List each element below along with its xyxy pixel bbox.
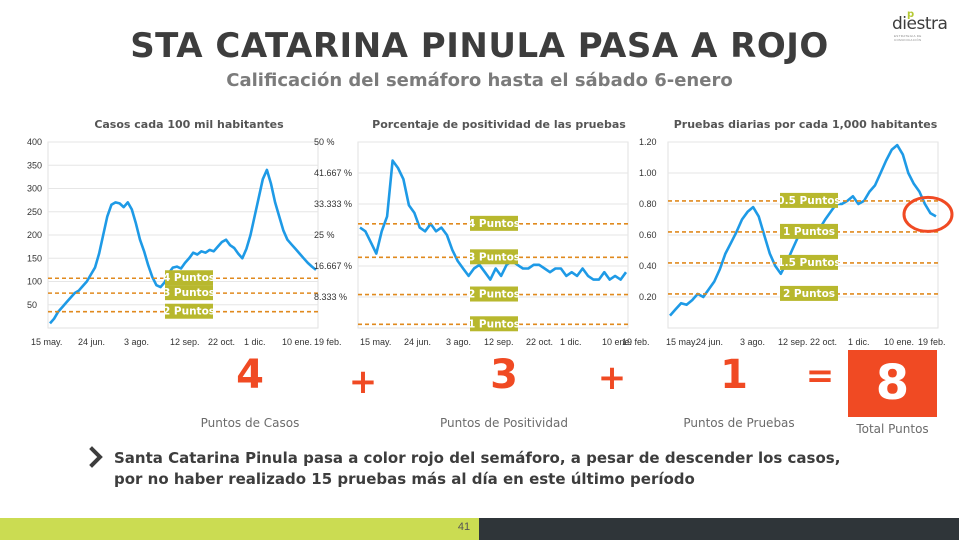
y-tick-label: 350 [27, 160, 42, 170]
score-pruebas: 1 [720, 352, 748, 398]
threshold-label: 0.5 Puntos [777, 195, 840, 207]
x-tick-label: 12 sep. [778, 337, 808, 347]
threshold-label-bg [165, 285, 213, 301]
y-tick-label: 8.333 % [314, 292, 347, 302]
x-tick-label: 19 feb. [314, 337, 342, 347]
threshold-label: 1 Puntos [783, 226, 835, 238]
x-tick-label: 22 oct. [526, 337, 553, 347]
y-tick-label: 300 [27, 184, 42, 194]
footer-bar-dark [479, 518, 959, 540]
threshold-label: 2 Puntos [783, 288, 835, 300]
threshold-label-bg [165, 303, 213, 319]
score-casos: 4 [236, 352, 264, 398]
chart-title-pruebas: Pruebas diarias por cada 1,000 habitante… [673, 118, 938, 131]
x-tick-label: 3 ago. [740, 337, 765, 347]
x-tick-label: 15 may. [360, 337, 391, 347]
x-tick-label: 15 may. [31, 337, 62, 347]
threshold-label-bg [780, 285, 838, 301]
x-tick-label: 24 jun. [78, 337, 105, 347]
x-tick-label: 3 ago. [446, 337, 471, 347]
chart-title-positividad: Porcentaje de positividad de las pruebas [372, 118, 626, 131]
plus-sign-1: + [348, 362, 378, 402]
x-tick-label: 24 jun. [696, 337, 723, 347]
y-tick-label: 200 [27, 230, 42, 240]
y-tick-label: 1.20 [639, 137, 657, 147]
y-tick-label: 16.667 % [314, 261, 352, 271]
y-tick-label: 100 [27, 277, 42, 287]
threshold-label: 1 Puntos [468, 318, 520, 330]
label-puntos-casos: Puntos de Casos [200, 416, 300, 430]
x-tick-label: 10 ene. [884, 337, 914, 347]
threshold-label-bg [470, 286, 518, 302]
x-tick-label: 1 dic. [848, 337, 870, 347]
x-tick-label: 19 feb. [918, 337, 946, 347]
threshold-label-bg [780, 223, 838, 239]
threshold-label: 1.5 Puntos [777, 257, 840, 269]
threshold-label: 2 Puntos [468, 289, 520, 301]
threshold-label-bg [470, 249, 518, 265]
total-score-box: 8 [848, 350, 937, 417]
y-tick-label: 50 % [314, 137, 335, 147]
threshold-label: 3 Puntos [468, 251, 520, 263]
x-tick-label: 12 sep. [484, 337, 514, 347]
threshold-label-bg [780, 192, 838, 208]
x-tick-label: 10 ene. [282, 337, 312, 347]
logo-dot: p [907, 9, 915, 20]
y-tick-label: 0.80 [639, 199, 657, 209]
threshold-label: 4 Puntos [468, 218, 520, 230]
threshold-label-bg [470, 316, 518, 332]
score-positividad: 3 [490, 352, 518, 398]
logo-text: diestra [892, 14, 948, 34]
x-tick-label: 1 dic. [560, 337, 582, 347]
threshold-label-bg [780, 254, 838, 270]
threshold-label-bg [165, 270, 213, 286]
x-tick-label: 19 feb. [622, 337, 650, 347]
y-tick-label: 0.40 [639, 261, 657, 271]
company-logo: p diestra ESTRATEGIA DE COMUNICACIÓN [888, 8, 948, 42]
x-tick-label: 15 may. [666, 337, 697, 347]
threshold-label: 3 Puntos [163, 287, 215, 299]
x-tick-label: 1 dic. [244, 337, 266, 347]
series-line [359, 159, 628, 281]
logo-tagline: ESTRATEGIA DE COMUNICACIÓN [894, 34, 922, 42]
threshold-label: 2 Puntos [163, 306, 215, 318]
label-puntos-pruebas: Puntos de Pruebas [683, 416, 795, 430]
y-tick-label: 150 [27, 253, 42, 263]
page-subtitle: Calificación del semáforo hasta el sábad… [226, 70, 733, 91]
y-tick-label: 33.333 % [314, 199, 352, 209]
threshold-label: 4 Puntos [163, 272, 215, 284]
x-tick-label: 12 sep. [170, 337, 200, 347]
y-tick-label: 0.60 [639, 230, 657, 240]
total-score-label: Total Puntos [856, 422, 929, 436]
chevron-right-icon [89, 446, 103, 468]
y-tick-label: 400 [27, 137, 42, 147]
page-number: 41 [457, 521, 471, 533]
x-tick-label: 22 oct. [208, 337, 235, 347]
y-tick-label: 0.20 [639, 292, 657, 302]
y-tick-label: 1.00 [639, 168, 657, 178]
summary-note: Santa Catarina Pinula pasa a color rojo … [114, 449, 841, 488]
x-tick-label: 3 ago. [124, 337, 149, 347]
footer-bar-green [0, 518, 479, 540]
threshold-label-bg [470, 215, 518, 231]
y-tick-label: 25 % [314, 230, 335, 240]
series-line [49, 168, 317, 325]
plus-sign-2: + [597, 358, 627, 398]
x-tick-label: 24 jun. [404, 337, 431, 347]
y-tick-label: 50 [27, 300, 37, 310]
x-tick-label: 22 oct. [810, 337, 837, 347]
page-title: STA CATARINA PINULA PASA A ROJO [130, 26, 829, 66]
highlight-circle [902, 195, 954, 233]
chart-title-casos: Casos cada 100 mil habitantes [94, 118, 284, 131]
x-tick-label: 10 ene. [602, 337, 632, 347]
equals-sign: = [805, 356, 835, 396]
y-tick-label: 41.667 % [314, 168, 352, 178]
y-tick-label: 250 [27, 207, 42, 217]
label-puntos-positividad: Puntos de Positividad [440, 416, 568, 430]
